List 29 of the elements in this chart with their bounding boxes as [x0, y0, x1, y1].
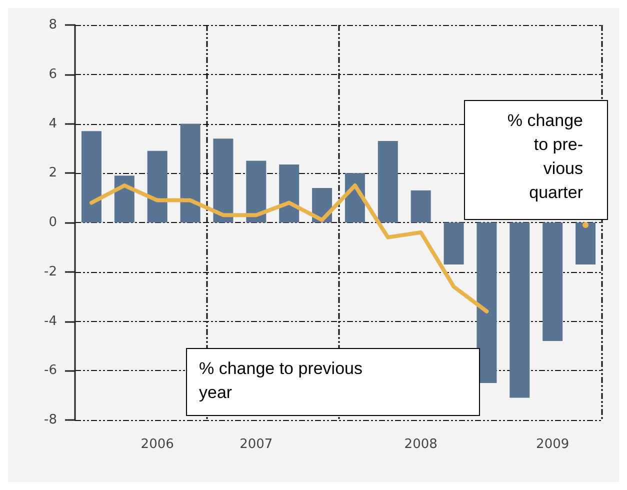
bar [246, 160, 266, 222]
bar [542, 222, 563, 341]
bar [410, 190, 431, 222]
y-tick-label: 4 [48, 116, 57, 132]
y-tick-label: -4 [44, 314, 57, 329]
x-tick-label: 2007 [240, 437, 273, 452]
bar [114, 176, 134, 222]
y-tick-label: -2 [44, 264, 57, 280]
y-tick-label: 2 [48, 166, 57, 181]
y-tick-label: 0 [48, 215, 57, 230]
bar [576, 222, 596, 264]
bar [378, 141, 398, 222]
bar [81, 131, 102, 222]
note-box: % change to previous year [186, 348, 480, 416]
y-tick-label: -8 [44, 412, 57, 428]
y-tick-label: 8 [48, 18, 57, 32]
x-tick-label: 2006 [140, 437, 174, 452]
x-tick-label: 2009 [536, 437, 570, 452]
bar [476, 222, 497, 383]
bar [510, 222, 530, 398]
y-tick-label: 6 [48, 66, 57, 82]
bar [213, 138, 234, 222]
y-tick-label: -6 [44, 363, 57, 378]
bar [180, 124, 200, 222]
bar [279, 164, 300, 222]
bar [147, 150, 168, 222]
note-box: % change to pre- vious quarter [464, 100, 608, 220]
x-tick-label: 2008 [404, 437, 438, 452]
bar [444, 222, 464, 264]
